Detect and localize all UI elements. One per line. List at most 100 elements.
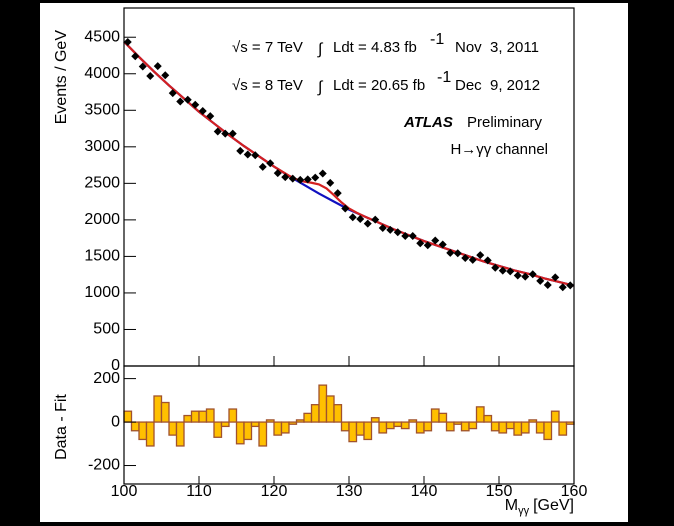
x-label-main: M	[505, 497, 518, 514]
residual-bar	[408, 419, 418, 423]
data-point	[333, 189, 342, 198]
data-point	[536, 276, 545, 285]
data-point	[146, 71, 155, 80]
x-tick-label: 160	[561, 483, 588, 500]
experiment: ATLAS	[403, 114, 453, 131]
data-point	[228, 129, 237, 138]
residual-bar	[235, 421, 245, 445]
residual-bar	[543, 421, 553, 441]
residual-bar	[528, 419, 538, 423]
lumi-8: Ldt = 20.65 fb	[333, 77, 425, 94]
x-tick-label: 150	[486, 483, 513, 500]
data-point	[303, 175, 312, 184]
data-point	[138, 62, 147, 71]
data-point	[213, 127, 222, 136]
residual-bar	[213, 421, 223, 438]
residual-bar	[160, 401, 170, 423]
residual-bar	[423, 421, 433, 432]
residual-bar	[175, 421, 185, 447]
data-point	[393, 228, 402, 237]
data-point	[446, 248, 455, 257]
residual-bar	[228, 408, 238, 423]
residual-bar	[340, 421, 350, 432]
data-point	[123, 37, 132, 46]
data-point	[378, 224, 387, 233]
y2-tick-label: -200	[88, 457, 120, 474]
data-point	[168, 89, 177, 98]
data-points	[123, 37, 575, 292]
residual-bar	[370, 417, 380, 423]
data-point	[221, 129, 230, 138]
residual-bar	[318, 384, 328, 423]
data-point	[191, 100, 200, 109]
residual-bar	[333, 404, 343, 423]
data-point	[468, 255, 477, 264]
residual-bar	[280, 421, 290, 434]
x-tick-label: 100	[111, 483, 138, 500]
residual-bar	[460, 421, 470, 432]
y2-axis-label: Data - Fit	[53, 394, 70, 460]
data-point	[423, 241, 432, 250]
y-tick-label: 0	[111, 357, 120, 374]
data-point	[431, 236, 440, 245]
residual-bar	[438, 412, 448, 423]
data-point	[371, 215, 380, 224]
y-tick-label: 4500	[84, 28, 120, 45]
data-point	[363, 219, 372, 228]
residual-bar	[498, 421, 508, 434]
energy-8: √s = 8 TeV	[232, 77, 303, 94]
residual-bar	[130, 421, 140, 432]
data-point	[386, 225, 395, 234]
data-point	[176, 97, 185, 106]
lumi-exp-8: -1	[437, 69, 451, 86]
residual-bar	[535, 421, 545, 434]
residual-histogram	[123, 384, 575, 447]
residual-bar	[265, 419, 275, 423]
residual-bar	[468, 421, 478, 430]
data-point	[566, 281, 575, 290]
data-point	[498, 266, 507, 275]
residual-bar	[430, 408, 440, 423]
data-point	[161, 71, 170, 80]
canvas	[40, 3, 628, 522]
residual-bar	[303, 412, 313, 423]
data-point	[483, 256, 492, 265]
residual-bar	[258, 421, 268, 447]
data-point	[521, 272, 530, 281]
residual-bar	[505, 421, 515, 430]
energy-7: √s = 7 TeV	[232, 39, 303, 56]
residual-bar	[145, 421, 155, 447]
x-label-unit: [GeV]	[533, 497, 574, 514]
x-tick-label: 120	[261, 483, 288, 500]
data-point	[266, 159, 275, 168]
data-point	[251, 151, 260, 160]
x-tick-label: 130	[336, 483, 363, 500]
data-point	[206, 112, 215, 121]
data-point	[513, 271, 522, 280]
data-point	[326, 178, 335, 187]
y2-tick-label: 200	[93, 370, 120, 387]
date-8: Dec 9, 2012	[455, 77, 540, 94]
residual-bar	[295, 419, 305, 423]
residual-bar	[393, 421, 403, 428]
residual-bar	[565, 421, 575, 425]
data-point	[401, 231, 410, 240]
data-point	[236, 146, 245, 155]
residual-bar	[558, 421, 568, 436]
residual-bar	[400, 421, 410, 430]
data-point	[408, 231, 417, 240]
data-point	[296, 175, 305, 184]
residual-bar	[205, 408, 215, 423]
x-tick-label: 140	[411, 483, 438, 500]
residual-bar	[520, 421, 530, 434]
data-point	[258, 162, 267, 171]
residual-bar	[385, 421, 395, 430]
residual-bar	[168, 421, 178, 436]
data-point	[476, 251, 485, 260]
data-point	[243, 150, 252, 159]
ticks: 100 110 120 130 140 150 1600500100015002000250…	[84, 28, 587, 500]
data-point	[551, 273, 560, 282]
residual-bar	[123, 410, 133, 423]
data-point	[416, 239, 425, 248]
